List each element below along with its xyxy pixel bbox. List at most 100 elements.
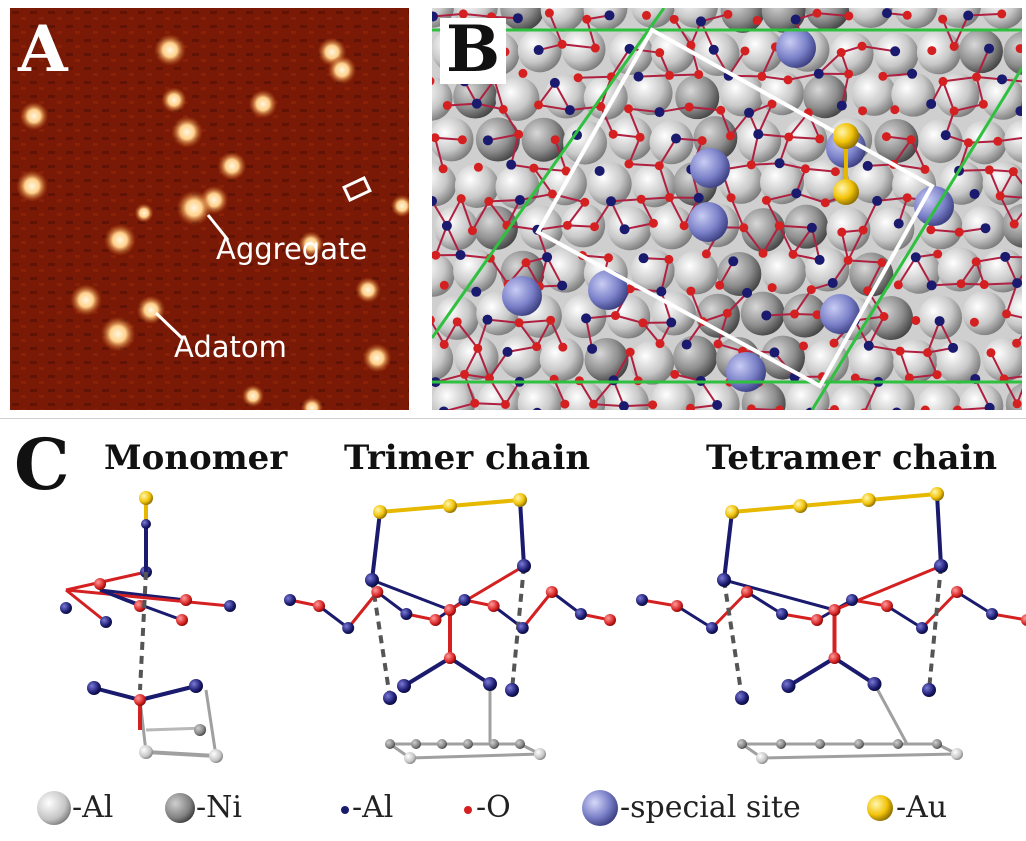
legend-label-au: -Au [896, 790, 947, 825]
large-gray-sphere-icon [37, 791, 71, 825]
bond [520, 500, 524, 566]
o-atom [94, 578, 106, 590]
al-atom [505, 683, 519, 697]
au-atom [725, 505, 739, 519]
o-atom [546, 586, 558, 598]
ni-atom [776, 739, 786, 749]
al-atom [397, 679, 411, 693]
al-atom [87, 681, 101, 695]
ni-atom [411, 739, 421, 749]
o-atom [811, 614, 823, 626]
o-atom [604, 614, 616, 626]
o-atom [829, 652, 841, 664]
al-atom [139, 745, 153, 759]
ni-atom [737, 739, 747, 749]
al-atom [365, 573, 379, 587]
bond [724, 512, 732, 580]
al-atom [782, 679, 796, 693]
bond [937, 494, 941, 566]
o-atom [371, 586, 383, 598]
al-atom [459, 594, 471, 606]
o-atom [829, 604, 841, 616]
bond [380, 506, 450, 512]
bond [677, 606, 712, 628]
o-atom [741, 586, 753, 598]
al-atom [776, 608, 788, 620]
legend-label-o: -O [476, 790, 511, 825]
au-atom [513, 493, 527, 507]
al-atom [575, 608, 587, 620]
o-atom [444, 604, 456, 616]
al-atom [141, 519, 151, 529]
bond [372, 512, 380, 580]
al-atom [189, 679, 203, 693]
interaction-line [140, 572, 146, 690]
al-atom [404, 752, 416, 764]
bond [450, 658, 490, 684]
bond [789, 658, 835, 686]
interaction-line [724, 580, 742, 698]
ni-atom [194, 724, 206, 736]
interaction-line [929, 566, 941, 690]
o-atom [951, 586, 963, 598]
bond [404, 658, 450, 686]
ni-atom [932, 739, 942, 749]
bond [94, 688, 140, 700]
au-atom [793, 499, 807, 513]
legend-label-al-oxide: -Al [352, 790, 393, 825]
al-atom [209, 749, 223, 763]
al-atom [916, 622, 928, 634]
al-atom [868, 677, 882, 691]
bond [140, 686, 196, 700]
legend-label-al-substrate: -Al [72, 790, 113, 825]
al-atom [60, 602, 72, 614]
ni-atom [437, 739, 447, 749]
o-atom [488, 600, 500, 612]
bond [800, 500, 868, 506]
o-atom [180, 594, 192, 606]
al-atom [717, 573, 731, 587]
bond [450, 500, 520, 506]
bond [887, 606, 922, 628]
o-atom [1021, 614, 1026, 626]
al-atom [636, 594, 648, 606]
interaction-line [372, 580, 390, 698]
al-atom [706, 622, 718, 634]
monomer-structure [60, 491, 236, 763]
dark-gray-sphere-icon [165, 793, 195, 823]
ni-atom [489, 739, 499, 749]
al-atom [224, 600, 236, 612]
al-atom [342, 622, 354, 634]
au-atom [443, 499, 457, 513]
al-atom [517, 622, 529, 634]
al-atom [846, 594, 858, 606]
al-atom [383, 691, 397, 705]
small-red-dot-icon [464, 806, 472, 814]
al-atom [400, 608, 412, 620]
bond [410, 754, 540, 758]
al-atom [951, 748, 963, 760]
o-atom [176, 614, 188, 626]
bond [206, 690, 216, 756]
al-atom [756, 752, 768, 764]
al-atom [922, 683, 936, 697]
legend-label-special-site: -special site [620, 790, 801, 825]
al-atom [517, 559, 531, 573]
au-atom [862, 493, 876, 507]
small-navy-dot-icon [341, 806, 349, 814]
au-atom [139, 491, 153, 505]
o-atom [429, 614, 441, 626]
o-atom [313, 600, 325, 612]
au-atom [930, 487, 944, 501]
bond [957, 592, 992, 614]
al-atom [735, 691, 749, 705]
bond [875, 684, 908, 744]
tetramer-chain-structure [636, 487, 1026, 764]
ni-atom [815, 739, 825, 749]
o-atom [671, 600, 683, 612]
bond [732, 506, 800, 512]
yellow-sphere-icon [867, 795, 893, 821]
ni-atom [385, 739, 395, 749]
legend-label-ni: -Ni [196, 790, 242, 825]
